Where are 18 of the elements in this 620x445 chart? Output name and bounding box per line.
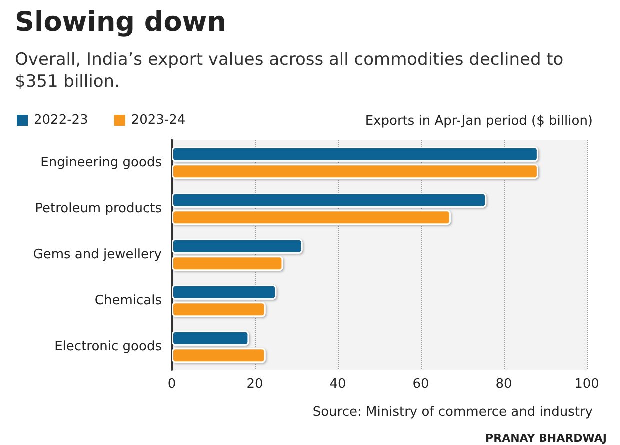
x-axis-title: Exports in Apr-Jan period ($ billion) [365, 114, 593, 129]
legend-label: 2023-24 [131, 113, 186, 128]
x-tick-label: 80 [496, 377, 512, 392]
x-tick-label: 100 [574, 377, 600, 392]
x-tick-label: 40 [330, 377, 346, 392]
y-tick-label: Engineering goods [40, 156, 162, 170]
legend-label: 2022-23 [34, 113, 88, 128]
y-tick-label: Chemicals [94, 294, 162, 308]
y-tick-label: Petroleum products [35, 202, 162, 216]
y-tick-label: Gems and jewellery [33, 248, 162, 262]
x-tick-label: 20 [246, 377, 264, 392]
chart-title: Slowing down [15, 7, 226, 38]
text: PRANAY BHARDWAJ [486, 432, 608, 445]
chart-subtitle: Overall, India’s export values across all commodities declined to $351 billion. [15, 50, 570, 92]
y-tick-label: Electronic goods [54, 340, 162, 354]
x-tick-label: 0 [168, 377, 176, 392]
x-tick-label: 60 [412, 377, 430, 392]
source-note: Source: Ministry of commerce and industry [312, 405, 594, 420]
